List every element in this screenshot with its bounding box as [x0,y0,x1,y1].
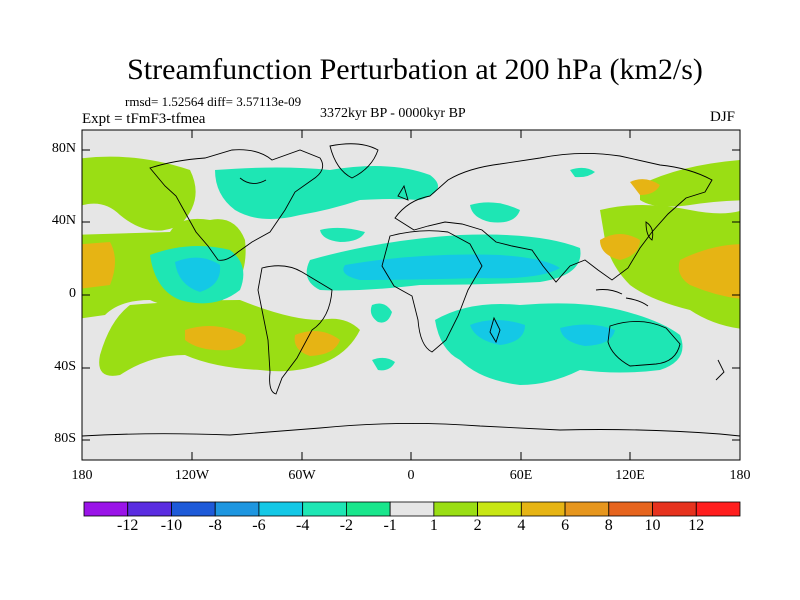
coast-japan [645,221,654,241]
contour-atl-teal [320,227,365,242]
lat-label-40n: 40N [51,213,76,228]
coast-north-america [149,149,324,261]
lat-label-0: 0 [69,286,76,301]
stats-text: rmsd= 1.52564 diff= 3.57113e-09 [125,94,302,109]
colorbar-swatch [302,501,347,517]
lon-label-120e: 120E [615,468,645,483]
colorbar-label: -12 [117,517,139,534]
colorbar-swatch [214,501,260,517]
coast-hudson [239,177,267,184]
coast-indonesia [595,289,649,307]
colorbar-label: -6 [252,517,266,534]
experiment-label: Expt = tFmF3-tfmea [82,111,206,127]
lon-label-0: 0 [407,468,415,483]
coast-greenland [329,143,379,179]
colorbar-label: -4 [295,517,310,534]
colorbar-swatch [520,501,566,517]
colorbar-label: -1 [383,517,397,534]
colorbar-swatch [389,501,435,517]
contour-af-cyan [343,254,560,280]
colorbar-label: 2 [473,517,482,534]
lon-label-120w: 120W [174,468,210,483]
coast-britain [397,184,409,201]
coast-madagascar [489,316,501,344]
contour-wp-green [640,160,740,207]
contour-au-cyan [560,324,615,346]
contour-wp-orange [678,244,740,299]
contour-ural-teal [570,167,595,178]
contour-np-east-orange [82,242,115,289]
colorbar [83,501,741,517]
lon-label-60e: 60E [509,468,533,483]
colorbar-label: -2 [339,517,354,534]
contour-nz-green [600,205,740,329]
colorbar-swatch [433,501,479,517]
colorbar-label: 4 [517,517,526,534]
coast-antarctica [82,422,740,437]
contour-jp-orange [600,234,640,260]
colorbar-label: 1 [429,517,438,534]
colorbar-swatch [695,501,741,517]
coast-south-america [257,265,333,395]
colorbar-swatch [345,501,391,517]
lat-label-80s: 80S [54,431,76,446]
contour-sa-orange [294,331,340,356]
colorbar-swatch [258,501,304,517]
coast-africa [381,230,483,353]
colorbar-swatch [83,501,129,517]
contour-na-teal [215,166,438,219]
period-label: 3372kyr BP - 0000kyr BP [320,106,466,121]
contour-ai-teal [372,357,395,371]
colorbar-swatch [652,501,697,517]
colorbar-label: 6 [561,517,570,534]
colorbar-swatch [171,501,216,517]
lat-label-40s: 40S [54,359,76,374]
chart-title: Streamfunction Perturbation at 200 hPa (… [127,53,703,86]
x-ticks [81,130,741,460]
coast-eurasia [394,152,713,283]
y-ticks [82,149,740,441]
contour-sp-orange [185,326,246,351]
colorbar-label: 10 [644,517,661,534]
coast-newzealand [715,359,725,381]
colorbar-label: 12 [688,517,705,534]
colorbar-swatch [564,501,610,517]
contour-hawaii-orange [630,179,660,195]
coastlines [82,143,740,437]
contour-si-cyan [470,320,525,345]
colorbar-swatch [127,501,172,517]
lat-label-80n: 80N [51,141,76,156]
lon-label-180e: 180 [729,468,751,483]
lon-label-60w: 60W [288,468,316,483]
contour-ep-cyan [175,257,221,292]
colorbar-label: -8 [208,517,222,534]
contour-sa-teal [370,303,392,323]
contour-np-east-green [82,156,196,231]
colorbar-swatch [477,501,522,517]
colorbar-label: -10 [160,517,183,534]
contour-np-teal [470,202,520,223]
colorbar-swatch [608,501,653,517]
lon-label-180w: 180 [71,468,93,483]
season-label: DJF [710,109,736,125]
coast-australia [607,321,681,367]
colorbar-label: 8 [604,517,613,534]
